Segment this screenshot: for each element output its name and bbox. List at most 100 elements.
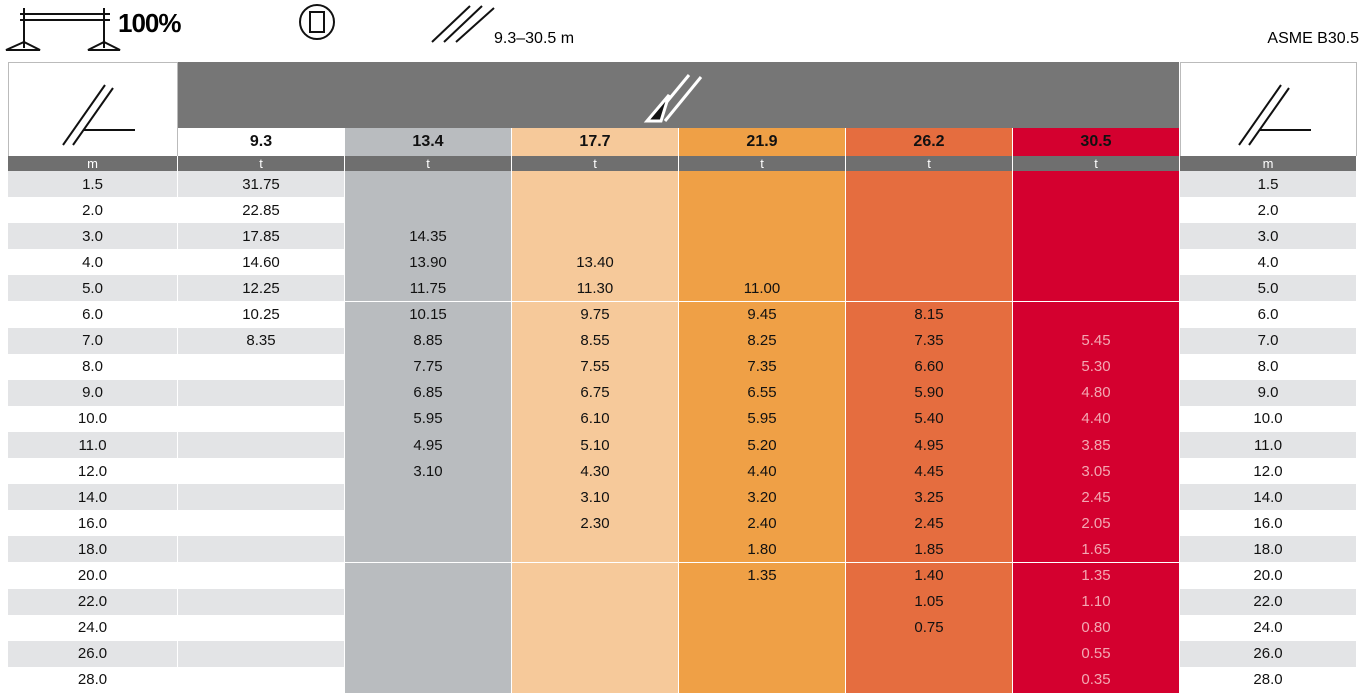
radius: 28.0 bbox=[8, 666, 178, 693]
empty-cell bbox=[178, 588, 345, 615]
load-percent: 100% bbox=[118, 8, 181, 38]
radius: 1.5 bbox=[8, 171, 178, 198]
load: 5.30 bbox=[1013, 353, 1180, 380]
radius: 18.0 bbox=[8, 536, 178, 563]
boom-length: 13.4 bbox=[345, 128, 512, 156]
load: 0.80 bbox=[1013, 614, 1180, 641]
radius-icon-left bbox=[8, 62, 178, 158]
load: 5.95 bbox=[679, 405, 846, 432]
empty-cell bbox=[345, 171, 512, 198]
empty-cell bbox=[178, 458, 345, 485]
radius-unit: m bbox=[8, 156, 178, 171]
load: 7.35 bbox=[679, 353, 846, 380]
load: 31.75 bbox=[178, 171, 345, 198]
load: 5.20 bbox=[679, 432, 846, 459]
radius: 22.0 bbox=[8, 588, 178, 615]
load-unit: t bbox=[1013, 156, 1180, 171]
empty-cell bbox=[178, 432, 345, 459]
load: 2.40 bbox=[679, 510, 846, 537]
empty-cell bbox=[178, 405, 345, 432]
load: 14.60 bbox=[178, 249, 345, 276]
load: 1.80 bbox=[679, 536, 846, 563]
radius: 7.0 bbox=[1180, 327, 1357, 354]
empty-cell bbox=[178, 510, 345, 537]
radius: 6.0 bbox=[1180, 301, 1357, 328]
radius: 22.0 bbox=[1180, 588, 1357, 615]
load: 6.55 bbox=[679, 379, 846, 406]
load: 3.25 bbox=[846, 484, 1013, 511]
empty-cell bbox=[512, 171, 679, 198]
load: 8.25 bbox=[679, 327, 846, 354]
radius: 2.0 bbox=[8, 197, 178, 224]
radius: 9.0 bbox=[8, 379, 178, 406]
empty-cell bbox=[1013, 171, 1180, 198]
load: 11.30 bbox=[512, 275, 679, 302]
empty-cell bbox=[345, 640, 512, 667]
empty-cell bbox=[846, 666, 1013, 693]
empty-cell bbox=[178, 484, 345, 511]
load: 4.40 bbox=[679, 458, 846, 485]
radius: 20.0 bbox=[8, 562, 178, 589]
load: 0.35 bbox=[1013, 666, 1180, 693]
empty-cell bbox=[846, 171, 1013, 198]
load: 1.35 bbox=[679, 562, 846, 589]
empty-cell bbox=[679, 640, 846, 667]
boom-icon bbox=[643, 74, 702, 123]
radius: 26.0 bbox=[1180, 640, 1357, 667]
radius: 7.0 bbox=[8, 327, 178, 354]
load: 8.15 bbox=[846, 301, 1013, 328]
radius: 11.0 bbox=[8, 432, 178, 459]
load: 13.90 bbox=[345, 249, 512, 276]
radius: 12.0 bbox=[8, 458, 178, 485]
radius: 11.0 bbox=[1180, 432, 1357, 459]
load: 1.85 bbox=[846, 536, 1013, 563]
empty-cell bbox=[345, 510, 512, 537]
load: 2.30 bbox=[512, 510, 679, 537]
load: 11.75 bbox=[345, 275, 512, 302]
empty-cell bbox=[846, 223, 1013, 250]
radius: 24.0 bbox=[1180, 614, 1357, 641]
radius: 4.0 bbox=[1180, 249, 1357, 276]
empty-cell bbox=[345, 666, 512, 693]
header-icons bbox=[5, 4, 495, 51]
empty-cell bbox=[178, 614, 345, 641]
load: 7.35 bbox=[846, 327, 1013, 354]
load: 10.25 bbox=[178, 301, 345, 328]
load: 5.90 bbox=[846, 379, 1013, 406]
radius: 14.0 bbox=[8, 484, 178, 511]
load: 12.25 bbox=[178, 275, 345, 302]
empty-cell bbox=[512, 666, 679, 693]
empty-cell bbox=[846, 197, 1013, 224]
radius: 8.0 bbox=[1180, 353, 1357, 380]
empty-cell bbox=[512, 197, 679, 224]
load: 3.85 bbox=[1013, 432, 1180, 459]
load: 6.60 bbox=[846, 353, 1013, 380]
empty-cell bbox=[679, 223, 846, 250]
boom-length: 30.5 bbox=[1013, 128, 1180, 156]
load: 1.10 bbox=[1013, 588, 1180, 615]
empty-cell bbox=[178, 666, 345, 693]
empty-cell bbox=[1013, 275, 1180, 302]
load-unit: t bbox=[345, 156, 512, 171]
empty-cell bbox=[178, 640, 345, 667]
empty-cell bbox=[512, 640, 679, 667]
load: 0.75 bbox=[846, 614, 1013, 641]
load: 9.75 bbox=[512, 301, 679, 328]
empty-cell bbox=[679, 614, 846, 641]
load: 4.80 bbox=[1013, 379, 1180, 406]
load: 3.10 bbox=[512, 484, 679, 511]
radius: 24.0 bbox=[8, 614, 178, 641]
empty-cell bbox=[345, 588, 512, 615]
empty-cell bbox=[1013, 223, 1180, 250]
empty-cell bbox=[345, 536, 512, 563]
load: 22.85 bbox=[178, 197, 345, 224]
load: 1.40 bbox=[846, 562, 1013, 589]
load: 8.85 bbox=[345, 327, 512, 354]
radius: 3.0 bbox=[8, 223, 178, 250]
radius: 10.0 bbox=[8, 405, 178, 432]
empty-cell bbox=[345, 614, 512, 641]
load: 1.05 bbox=[846, 588, 1013, 615]
empty-cell bbox=[679, 666, 846, 693]
load: 13.40 bbox=[512, 249, 679, 276]
empty-cell bbox=[345, 562, 512, 589]
